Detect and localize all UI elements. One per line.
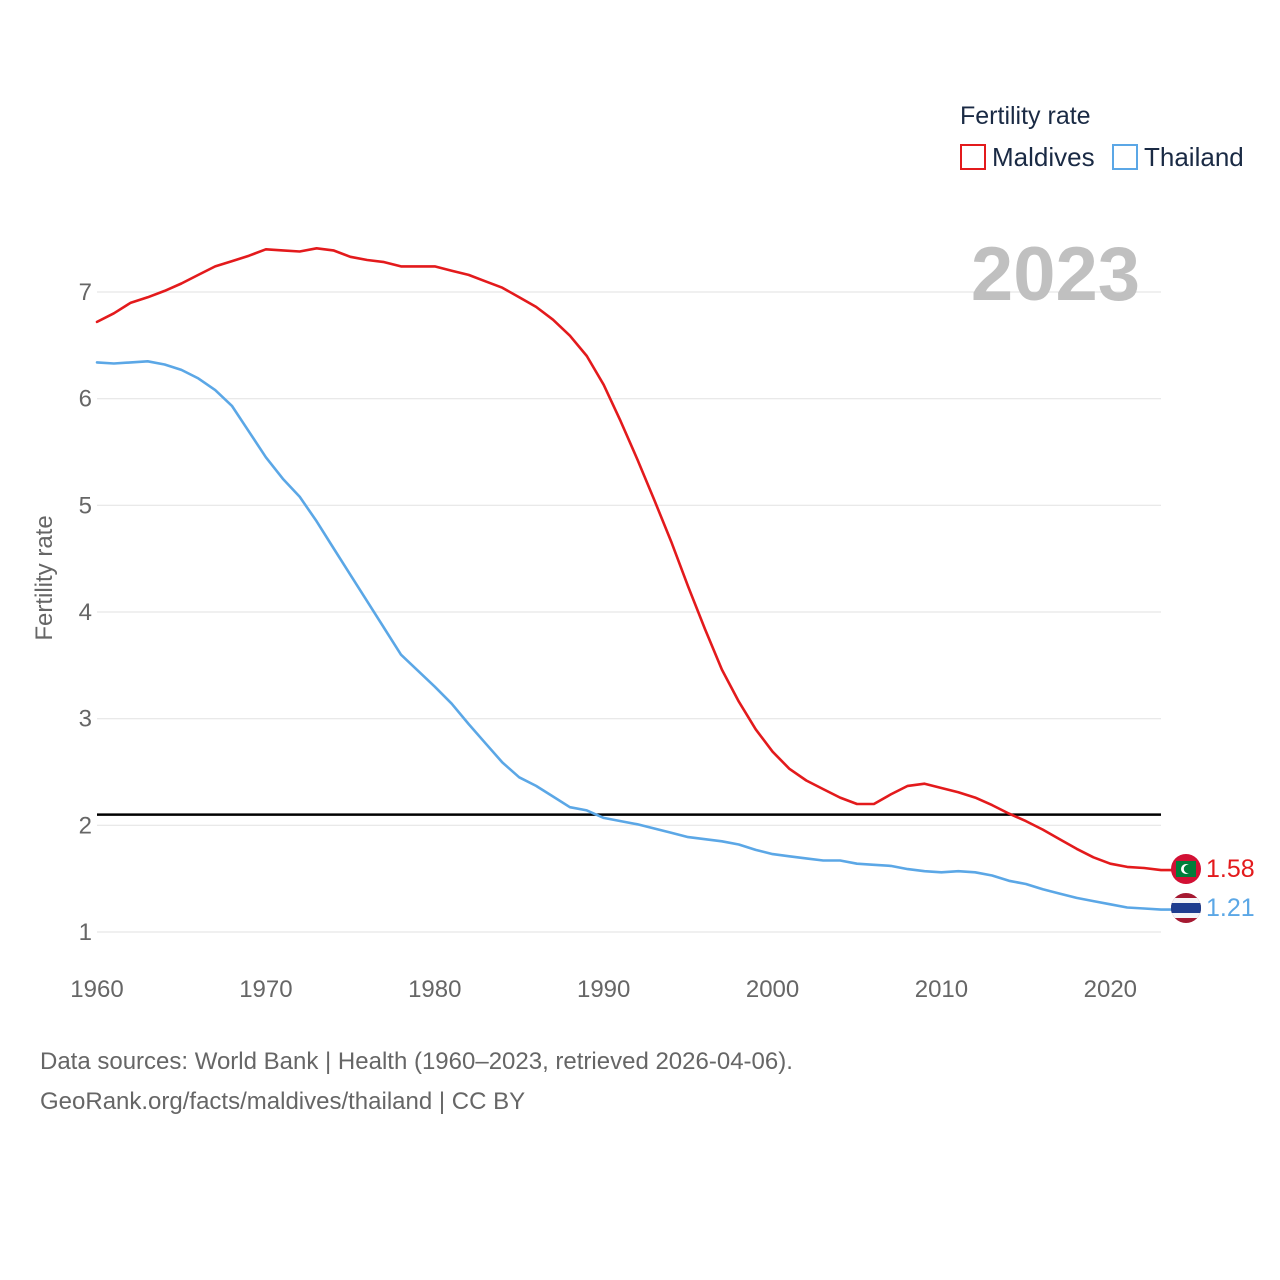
maldives-flag-icon	[1171, 854, 1201, 884]
x-tick-label: 1980	[408, 976, 461, 1003]
x-tick-label: 1960	[70, 976, 123, 1003]
legend-title: Fertility rate	[960, 102, 1091, 130]
y-axis-label: Fertility rate	[31, 515, 58, 640]
y-tick-label: 7	[79, 279, 92, 306]
y-tick-label: 4	[79, 599, 92, 626]
end-value-thailand: 1.21	[1206, 894, 1255, 922]
series-line-thailand[interactable]	[95, 359, 1174, 911]
thailand-flag-icon	[1171, 893, 1201, 923]
x-tick-label: 1990	[577, 976, 630, 1003]
legend[interactable]: Fertility rate Maldives Thailand	[960, 102, 1244, 172]
series-line-maldives[interactable]	[95, 247, 1174, 872]
y-axis-ticks: 1 2 3 4 5 6 7	[79, 279, 92, 946]
x-tick-label: 2000	[746, 976, 799, 1003]
source-line: Data sources: World Bank | Health (1960–…	[40, 1048, 793, 1075]
x-tick-label: 2010	[915, 976, 968, 1003]
gridlines	[97, 291, 1161, 933]
legend-label-thailand[interactable]: Thailand	[1144, 142, 1244, 172]
attribution-line[interactable]: GeoRank.org/facts/maldives/thailand | CC…	[40, 1088, 526, 1115]
series-lines	[95, 247, 1174, 911]
y-tick-label: 3	[79, 706, 92, 733]
x-tick-label: 1970	[239, 976, 292, 1003]
source-footer: Data sources: World Bank | Health (1960–…	[40, 1042, 793, 1122]
y-tick-label: 1	[79, 919, 92, 946]
y-tick-label: 2	[79, 812, 92, 839]
y-tick-label: 5	[79, 492, 92, 519]
year-label: 2023	[971, 232, 1140, 317]
legend-label-maldives[interactable]: Maldives	[992, 142, 1095, 172]
end-value-maldives: 1.58	[1206, 855, 1255, 883]
y-tick-label: 6	[79, 386, 92, 413]
x-tick-label: 2020	[1084, 976, 1137, 1003]
legend-swatch-maldives[interactable]	[960, 144, 986, 170]
legend-swatch-thailand[interactable]	[1112, 144, 1138, 170]
x-axis-ticks: 1960 1970 1980 1990 2000 2010 2020	[70, 976, 1137, 1003]
